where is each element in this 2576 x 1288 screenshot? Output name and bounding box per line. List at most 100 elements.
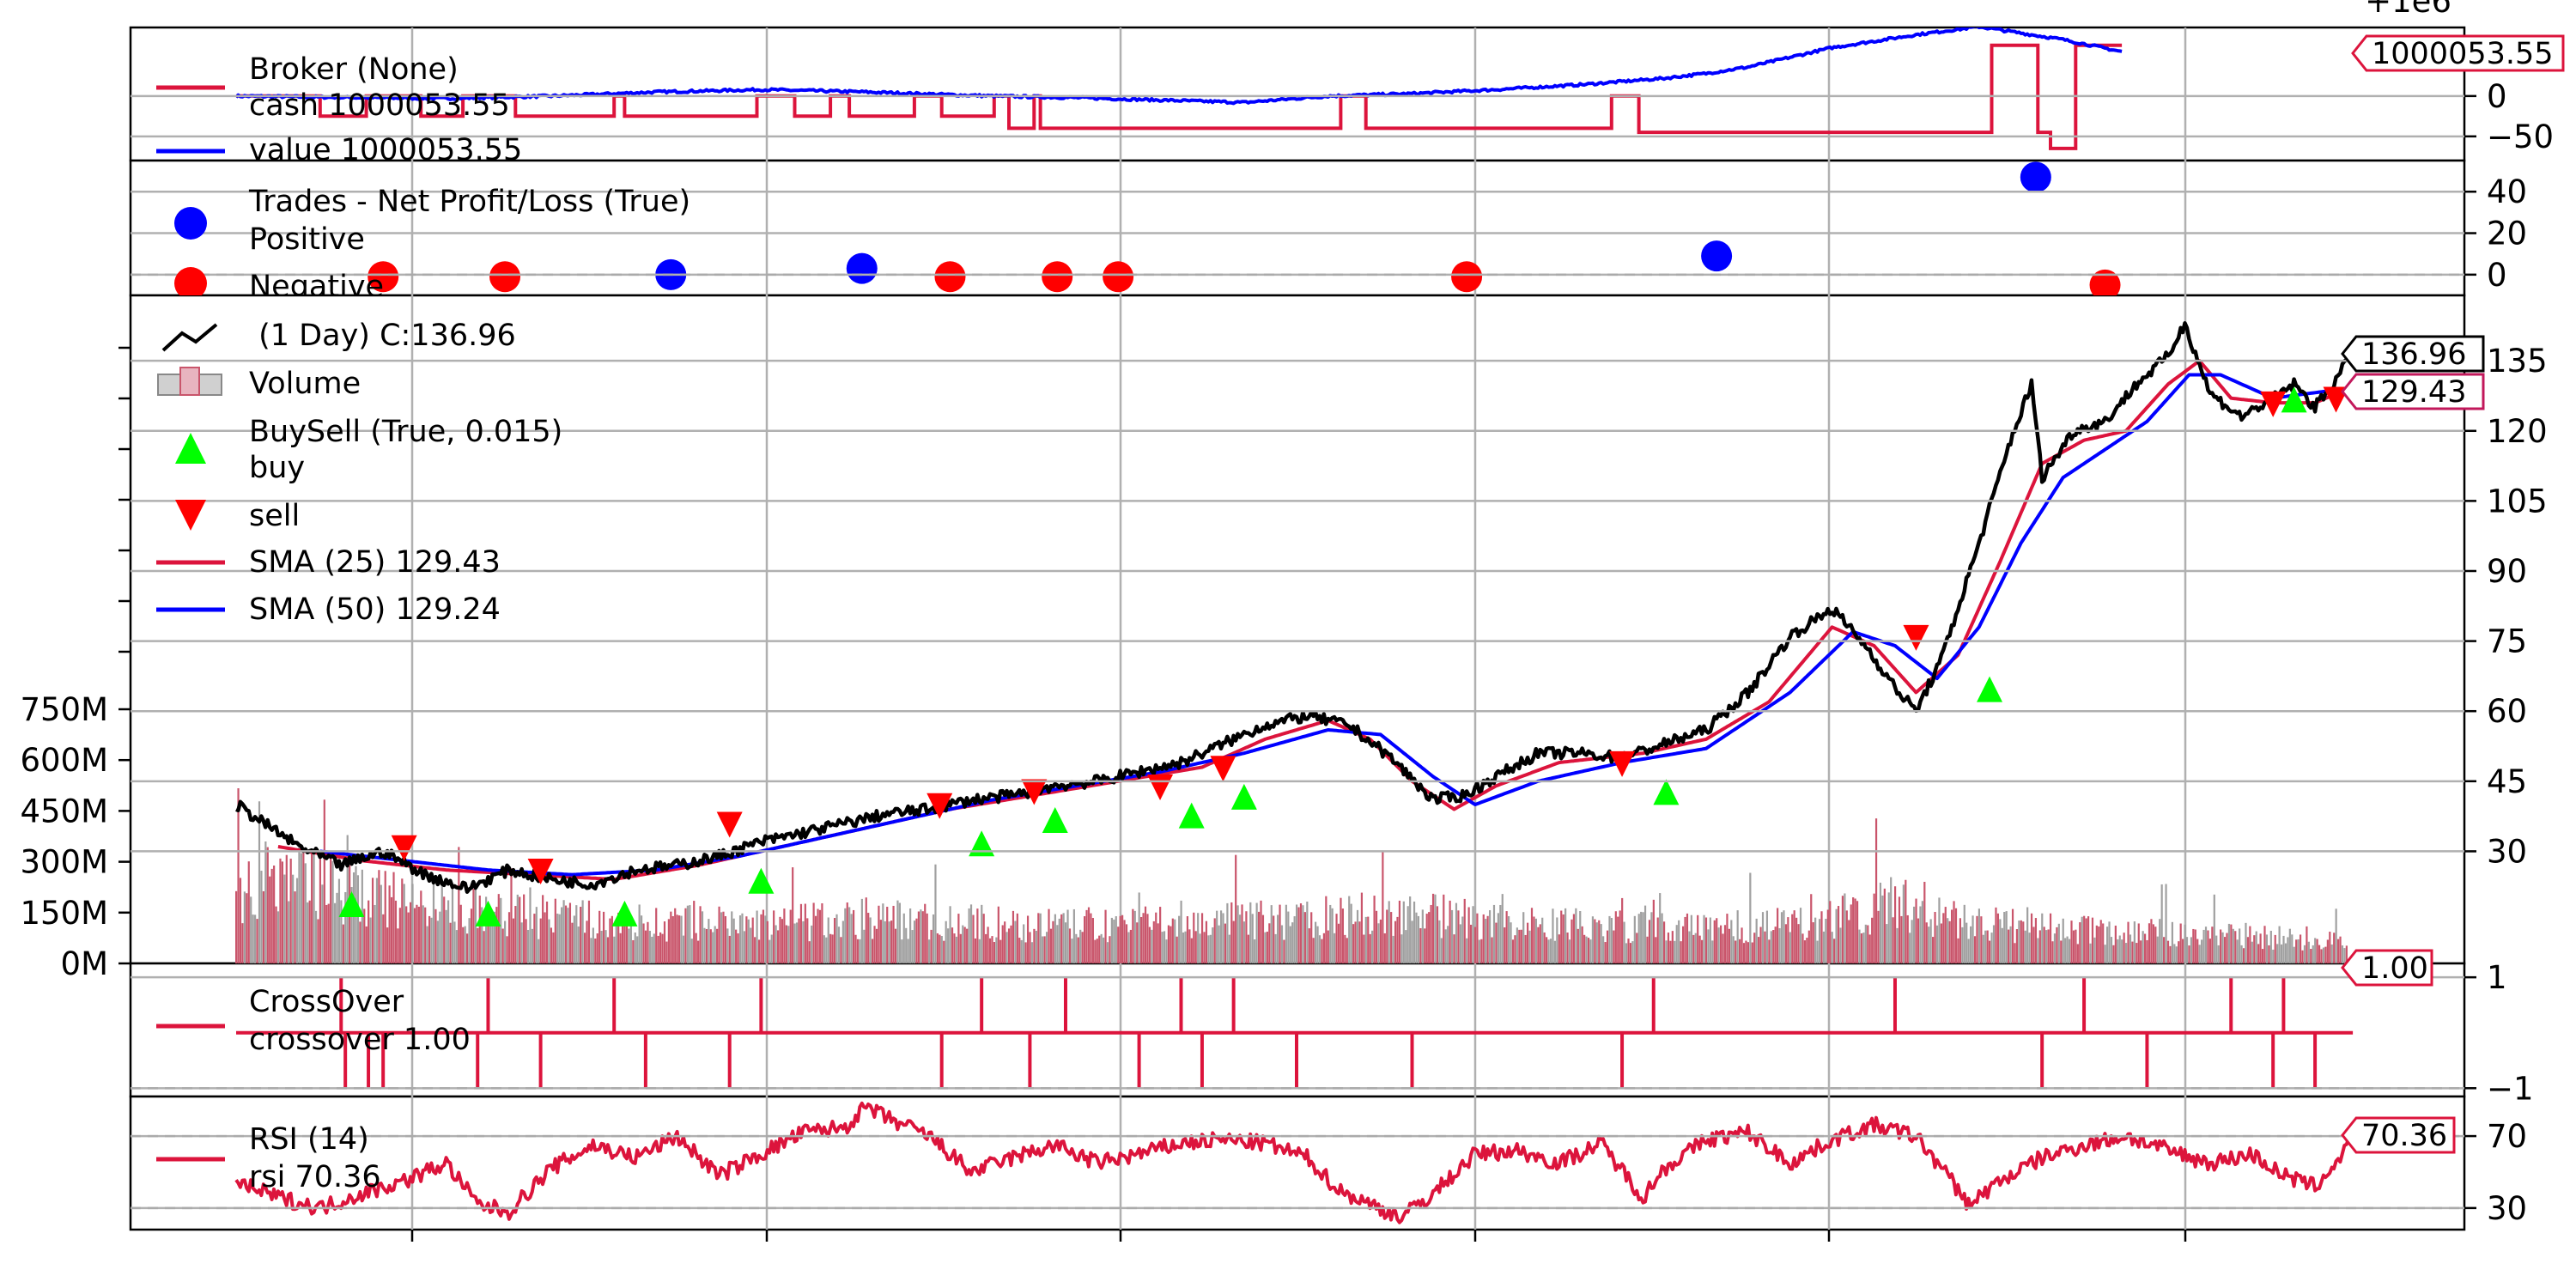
- volume-bar: [1568, 939, 1571, 963]
- volume-bar: [1056, 925, 1059, 963]
- volume-bar: [487, 907, 489, 963]
- volume-bar: [2213, 894, 2215, 963]
- volume-bar: [298, 845, 301, 963]
- volume-bar: [2269, 930, 2272, 963]
- volume-bar: [1058, 918, 1060, 963]
- volume-bar: [1033, 928, 1036, 963]
- volume-bar: [1382, 851, 1384, 963]
- volume-bar: [1841, 896, 1844, 963]
- volume-bar: [426, 926, 428, 963]
- volume-bar: [1045, 932, 1048, 963]
- volume-bar: [1919, 906, 1922, 963]
- volume-bar: [833, 918, 836, 963]
- volume-bar: [1270, 905, 1273, 963]
- volume-bar: [811, 925, 813, 963]
- volume-bar: [1226, 902, 1229, 963]
- volume-bar: [374, 904, 376, 963]
- volume-bar: [481, 907, 483, 963]
- volume-bar: [968, 908, 970, 963]
- volume-bar: [1839, 927, 1842, 963]
- volume-bar: [2306, 926, 2308, 963]
- volume-bar: [615, 920, 617, 963]
- volume-bar: [1296, 904, 1298, 963]
- volume-bar: [732, 918, 735, 963]
- volume-bar: [2242, 948, 2245, 963]
- volume-bar: [1822, 931, 1826, 963]
- legend-crossover-title: CrossOver: [249, 985, 404, 1019]
- volume-bar: [2221, 932, 2224, 963]
- volume-bar: [1235, 854, 1237, 963]
- volume-bar: [564, 905, 568, 963]
- crossover-legend: CrossOver crossover 1.00: [156, 985, 471, 1057]
- volume-bar: [1467, 907, 1470, 963]
- volume-bar: [1104, 909, 1107, 963]
- volume-bar: [684, 908, 687, 963]
- volume-bar: [2072, 930, 2075, 963]
- volume-bar: [1613, 930, 1615, 963]
- volume-bar: [901, 939, 903, 963]
- volume-bar: [1982, 934, 1984, 963]
- volume-bar: [342, 924, 344, 963]
- volume-bar: [1833, 939, 1836, 963]
- volume-bar: [812, 902, 815, 963]
- volume-bar: [535, 907, 538, 963]
- volume-bar: [1552, 908, 1554, 963]
- volume-bar: [1504, 927, 1506, 963]
- volume-bar: [1703, 914, 1705, 963]
- volume-bar: [770, 934, 773, 963]
- volume-bar: [1377, 923, 1380, 963]
- buy-marker: [748, 867, 775, 894]
- volume-bar: [2288, 928, 2291, 963]
- volume-bar: [1848, 920, 1850, 963]
- legend-marker-negative: [174, 267, 207, 295]
- volume-bar: [1530, 908, 1534, 963]
- volume-bar: [769, 939, 771, 963]
- volume-bar: [1728, 928, 1730, 963]
- volume-bar: [1402, 901, 1405, 963]
- volume-bar: [1953, 901, 1955, 963]
- volume-bar: [1182, 932, 1185, 963]
- volume-bar: [1989, 940, 1991, 963]
- volume-bar: [1209, 934, 1212, 963]
- volume-bar: [1425, 914, 1428, 963]
- volume-bar: [2030, 913, 2033, 963]
- volume-bar: [273, 866, 276, 963]
- volume-bar: [738, 915, 742, 963]
- volume-bar: [1539, 924, 1541, 963]
- volume-bar: [531, 928, 534, 963]
- volume-bar: [2223, 937, 2227, 963]
- legend-marker-sell: [175, 500, 206, 531]
- volume-bar: [1392, 935, 1394, 963]
- volume-bar: [1619, 910, 1621, 963]
- volume-bar: [1406, 906, 1409, 963]
- volume-bar: [466, 933, 469, 963]
- volume-bar: [489, 912, 492, 963]
- volume-bar: [712, 932, 714, 963]
- volume-bar: [1375, 910, 1378, 963]
- volume-bar: [892, 905, 895, 963]
- volume-bar: [951, 927, 954, 963]
- volume-bar: [311, 848, 313, 963]
- trade-negative-point: [368, 261, 399, 293]
- volume-bar: [1549, 939, 1552, 963]
- volume-bar: [1777, 908, 1779, 963]
- volume-bar: [693, 901, 696, 963]
- volume-bar: [2345, 945, 2348, 963]
- volume-bar: [978, 939, 981, 963]
- volume-bar: [1787, 917, 1789, 963]
- volume-bar: [1138, 892, 1140, 963]
- volume-bar: [1713, 920, 1716, 963]
- volume-bar: [1155, 912, 1157, 963]
- volume-bar: [1159, 907, 1162, 963]
- trade-negative-point: [2089, 269, 2121, 295]
- volume-bar: [2179, 923, 2182, 963]
- volume-bar: [709, 929, 712, 963]
- volume-bar: [611, 915, 613, 963]
- volume-bar: [2114, 925, 2117, 963]
- volume-bar: [831, 934, 834, 963]
- volume-bar: [1905, 879, 1907, 963]
- y-tick-label: 135: [2487, 343, 2548, 380]
- volume-bar: [1591, 916, 1595, 963]
- volume-bar: [1415, 912, 1418, 963]
- volume-bar: [644, 930, 647, 963]
